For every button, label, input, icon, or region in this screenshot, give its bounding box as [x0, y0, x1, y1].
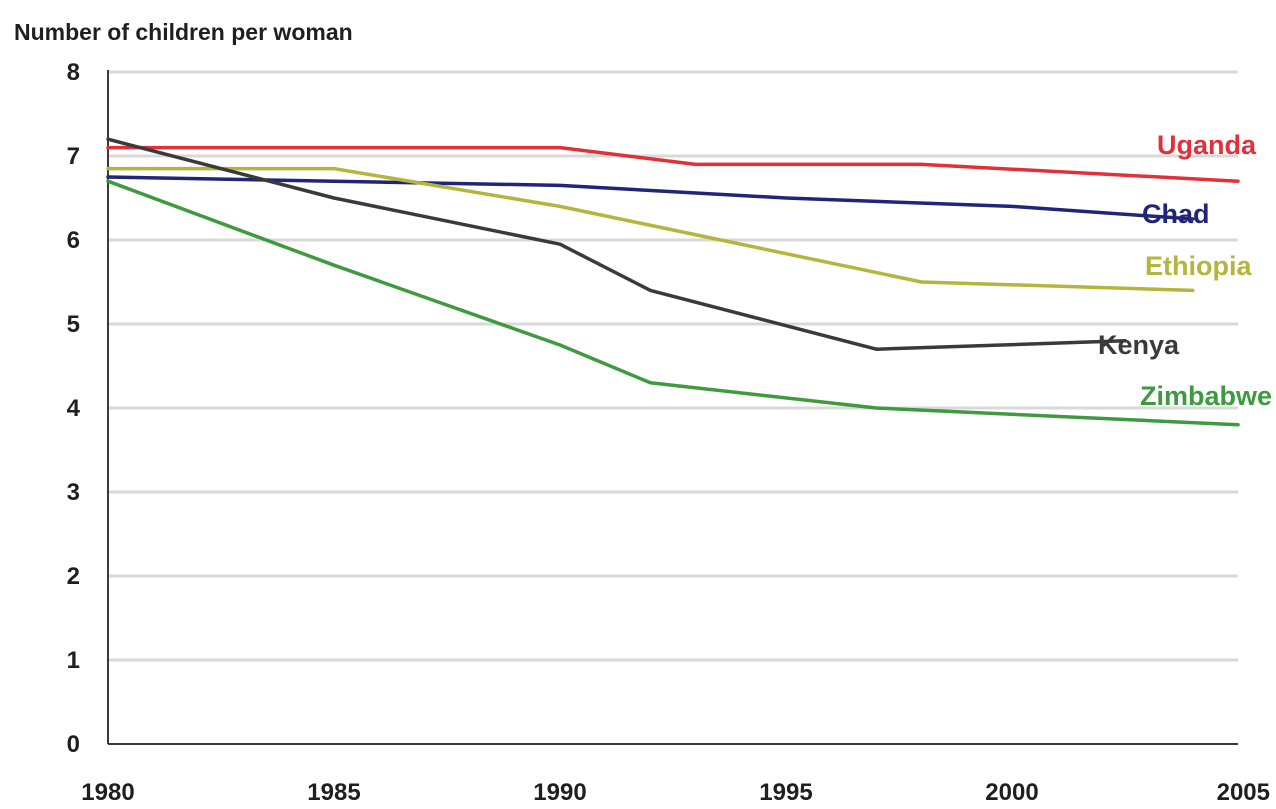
y-tick-label: 1: [67, 647, 80, 674]
x-tick-label: 2005: [1217, 779, 1270, 806]
series-line-chad: [106, 175, 1195, 221]
series-line-kenya: [106, 137, 1127, 351]
series-label-kenya: Kenya: [1098, 330, 1180, 360]
x-tick-label: 1995: [759, 779, 812, 806]
y-tick-label: 7: [67, 143, 80, 170]
series-lines: [106, 137, 1240, 427]
x-tick-label: 1985: [307, 779, 360, 806]
y-tick-label: 4: [67, 395, 81, 422]
y-axis-title: Number of children per woman: [14, 19, 353, 45]
gridlines: [108, 70, 1238, 662]
y-tick-label: 6: [67, 227, 80, 254]
y-tick-label: 0: [67, 731, 80, 758]
series-label-uganda: Uganda: [1157, 130, 1257, 160]
y-tick-label: 8: [67, 59, 80, 86]
series-label-chad: Chad: [1142, 199, 1210, 229]
x-tick-label: 2000: [985, 779, 1038, 806]
y-tick-label: 3: [67, 479, 80, 506]
series-line-ethiopia: [106, 166, 1195, 293]
x-axis-ticks: 1980 1985 1990 1995 2000 2005: [81, 779, 1270, 806]
y-axis-ticks: 0 1 2 3 4 5 6 7 8: [67, 59, 81, 758]
series-label-zimbabwe: Zimbabwe: [1140, 381, 1272, 411]
series-label-ethiopia: Ethiopia: [1145, 251, 1252, 281]
y-tick-label: 5: [67, 311, 80, 338]
series-line-uganda: [106, 145, 1240, 183]
y-tick-label: 2: [67, 563, 80, 590]
series-line-zimbabwe: [106, 179, 1240, 427]
x-tick-label: 1980: [81, 779, 134, 806]
series-labels: Uganda Chad Ethiopia Kenya Zimbabwe: [1098, 130, 1272, 411]
x-tick-label: 1990: [533, 779, 586, 806]
